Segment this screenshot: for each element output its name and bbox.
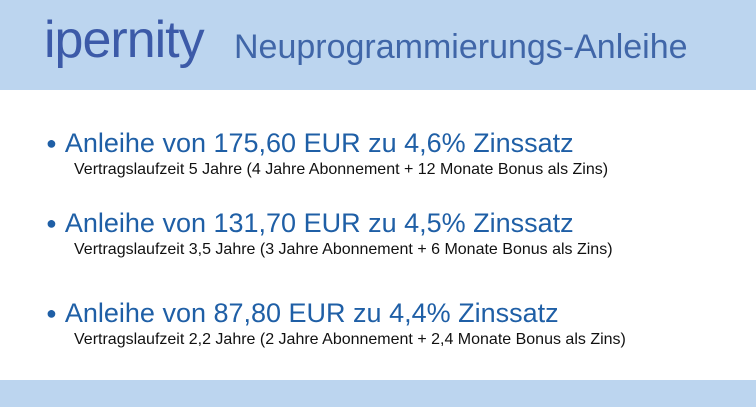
logo: ipernity <box>44 11 205 69</box>
item-title: Anleihe von 131,70 EUR zu 4,5% Zinssatz <box>46 208 613 239</box>
item-detail: Vertragslaufzeit 2,2 Jahre (2 Jahre Abon… <box>74 331 626 348</box>
item-title: Anleihe von 175,60 EUR zu 4,6% Zinssatz <box>46 128 608 159</box>
item: Anleihe von 87,80 EUR zu 4,4% Zinssatz V… <box>46 298 626 349</box>
item: Anleihe von 175,60 EUR zu 4,6% Zinssatz … <box>46 128 608 179</box>
header: ipernity Neuprogrammierungs-Anleihe <box>0 0 756 90</box>
item-detail: Vertragslaufzeit 5 Jahre (4 Jahre Abonne… <box>74 161 609 178</box>
title: Neuprogrammierungs-Anleihe <box>234 28 688 66</box>
panel: Anleihe von 175,60 EUR zu 4,6% Zinssatz … <box>0 90 756 380</box>
item: Anleihe von 131,70 EUR zu 4,5% Zinssatz … <box>46 208 613 259</box>
item-detail: Vertragslaufzeit 3,5 Jahre (3 Jahre Abon… <box>74 241 613 258</box>
item-title: Anleihe von 87,80 EUR zu 4,4% Zinssatz <box>46 298 626 329</box>
